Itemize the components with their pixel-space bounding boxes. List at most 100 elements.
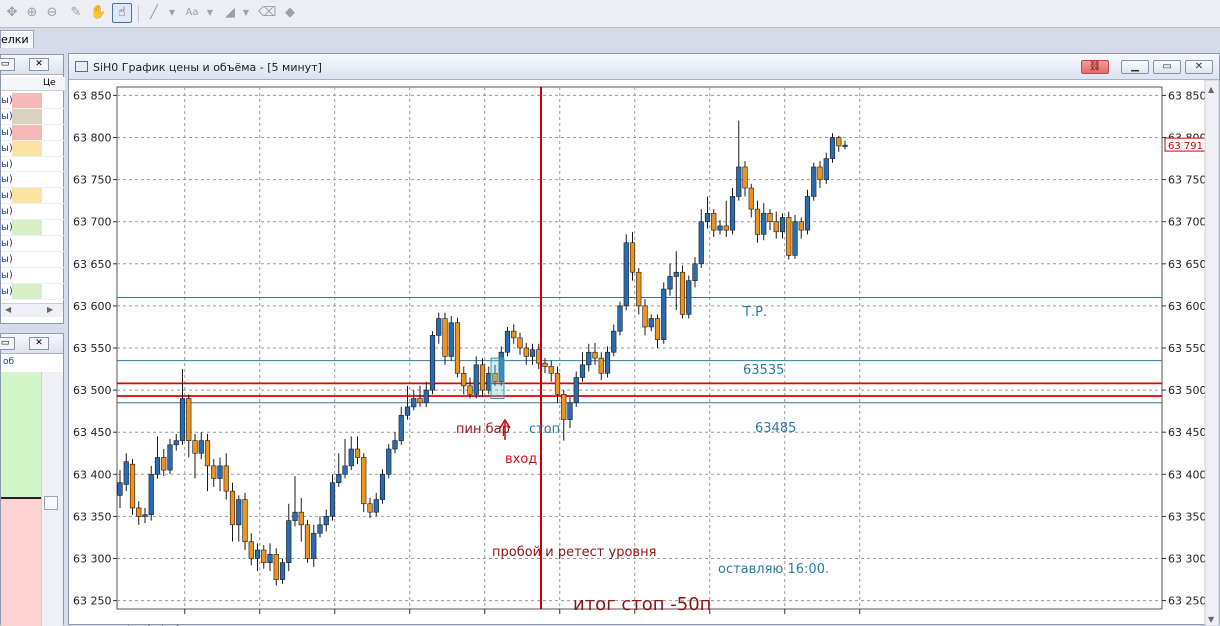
candle-body	[729, 196, 736, 231]
candle-body	[798, 221, 804, 231]
candle-body	[598, 357, 604, 374]
quote-row[interactable]: ы)	[1, 140, 65, 157]
chart-window-title: SiH0 График цены и объёма - [5 минут]	[93, 61, 322, 74]
ruler-icon[interactable]: ✎	[70, 5, 82, 20]
shapes-icon[interactable]: ◆	[285, 5, 295, 20]
candle-body	[267, 553, 273, 563]
quote-row[interactable]: ы)	[1, 157, 65, 173]
quote-row-cell	[12, 188, 42, 204]
volume-row: об	[1, 356, 41, 370]
sell-volume-bar	[1, 499, 41, 626]
candle-body	[704, 212, 711, 223]
quote-row-label: ы)	[1, 174, 13, 186]
tab-label: елки	[1, 33, 29, 46]
y-tick-label-right: 63 400	[1168, 468, 1207, 481]
eraser-icon[interactable]: ⌫	[258, 5, 277, 20]
y-tick-label-left: 63 400	[73, 468, 112, 481]
zoom-in-icon[interactable]: ⊕	[26, 5, 38, 20]
candle-body	[317, 524, 323, 534]
candle-body	[817, 166, 823, 180]
quote-row-cell	[12, 108, 42, 124]
column-header-label: Це	[43, 78, 56, 88]
candle-body	[142, 514, 148, 517]
hand-icon[interactable]: ✋	[90, 5, 107, 20]
candle-body	[304, 524, 311, 559]
candle-body	[342, 465, 348, 475]
quote-row[interactable]: ы)	[1, 124, 65, 141]
zoom-out-icon[interactable]: ⊖	[46, 5, 58, 20]
restore-button[interactable]: ▭	[1153, 60, 1181, 74]
move-icon[interactable]: ✥	[6, 5, 18, 20]
cursor-hand-icon[interactable]: ☝	[112, 3, 132, 23]
annotation-label: вход	[505, 452, 537, 467]
fill-icon[interactable]: ◢	[225, 5, 235, 20]
candle-body	[448, 322, 454, 357]
quote-row[interactable]: ы)	[1, 188, 65, 205]
quote-row-cell	[12, 124, 42, 140]
link-icon[interactable]: ⛓	[1081, 60, 1109, 74]
close-button[interactable]: ✕	[29, 58, 49, 71]
quote-row-label: ы)	[1, 190, 13, 202]
text-icon[interactable]: Aa	[185, 7, 199, 18]
pin-bar-highlight	[490, 357, 505, 400]
quote-row[interactable]: ы)	[1, 252, 65, 268]
quote-row[interactable]: ы)	[1, 236, 65, 252]
candle-body	[617, 305, 623, 332]
candle-body	[242, 499, 248, 542]
y-tick-label-left: 63 750	[73, 174, 112, 187]
quote-row[interactable]: ы)	[1, 268, 65, 284]
candle-body	[436, 318, 442, 336]
candle-body	[148, 473, 154, 516]
minimize-button[interactable]: ▁	[1121, 60, 1149, 74]
candle-body	[773, 221, 779, 233]
quote-row[interactable]: ы)	[1, 283, 65, 300]
candle-body	[567, 402, 573, 420]
buy-volume-bar	[1, 372, 41, 497]
candle-body	[136, 507, 142, 517]
candle-body	[154, 457, 161, 475]
vertical-scrollbar[interactable]	[41, 372, 63, 626]
candle-body	[186, 398, 192, 441]
candle-body	[842, 144, 848, 147]
quote-row-cell	[12, 283, 42, 299]
quote-row-label: ы)	[1, 110, 13, 122]
candle-body	[573, 377, 579, 404]
chart-title-bar: SiH0 График цены и объёма - [5 минут] ⛓ …	[69, 54, 1219, 80]
y-tick-label-right: 63 650	[1168, 258, 1207, 271]
quote-row[interactable]: ы)	[1, 204, 65, 221]
scroll-right-icon[interactable]: ▶	[47, 305, 54, 314]
scroll-left-icon[interactable]: ◀	[5, 305, 12, 314]
candle-body	[386, 448, 392, 475]
tab-strip: елки	[0, 28, 1220, 48]
candle-body	[579, 364, 586, 378]
last-price-label: 63 791	[1168, 141, 1203, 152]
close-button[interactable]: ✕	[29, 337, 49, 350]
scroll-thumb[interactable]	[44, 496, 58, 510]
candle-body	[423, 389, 429, 404]
close-button[interactable]: ✕	[1185, 60, 1213, 74]
annotation-label: пробой и ретест уровня	[492, 545, 656, 560]
price-chart[interactable]: 63 250 63 250 63 300 63 300 63 350 63 350 63 4…	[69, 80, 1220, 626]
quote-rows: ы) ы) ы) ы) ы) ы) ы) ы) ы) ы) ы) ы) ы)	[1, 93, 65, 300]
restore-button[interactable]: ▭	[0, 337, 15, 350]
candle-body	[836, 137, 842, 147]
candle-body	[361, 457, 367, 505]
line-icon[interactable]: ╱	[150, 5, 158, 20]
quote-row[interactable]: ы)	[1, 220, 65, 237]
quote-row[interactable]: ы)	[1, 172, 65, 189]
candle-body	[254, 549, 261, 559]
quote-row[interactable]: ы)	[1, 93, 65, 109]
candle-body	[204, 440, 211, 467]
quote-row-label: ы)	[1, 269, 13, 281]
dropdown-icon[interactable]: ▼	[168, 8, 176, 17]
restore-button[interactable]: ▭	[0, 58, 15, 71]
quote-row[interactable]: ы)	[1, 108, 65, 125]
dropdown-icon[interactable]: ▼	[206, 8, 214, 17]
dropdown-icon[interactable]: ▼	[242, 8, 250, 17]
quote-row-label: ы)	[1, 285, 13, 297]
candle-body	[129, 463, 136, 509]
horizontal-scrollbar[interactable]: ◀ ▶	[1, 303, 63, 317]
tab-quotes[interactable]: елки	[0, 30, 34, 48]
chart-window-icon	[75, 61, 88, 72]
candle-body	[792, 221, 798, 256]
